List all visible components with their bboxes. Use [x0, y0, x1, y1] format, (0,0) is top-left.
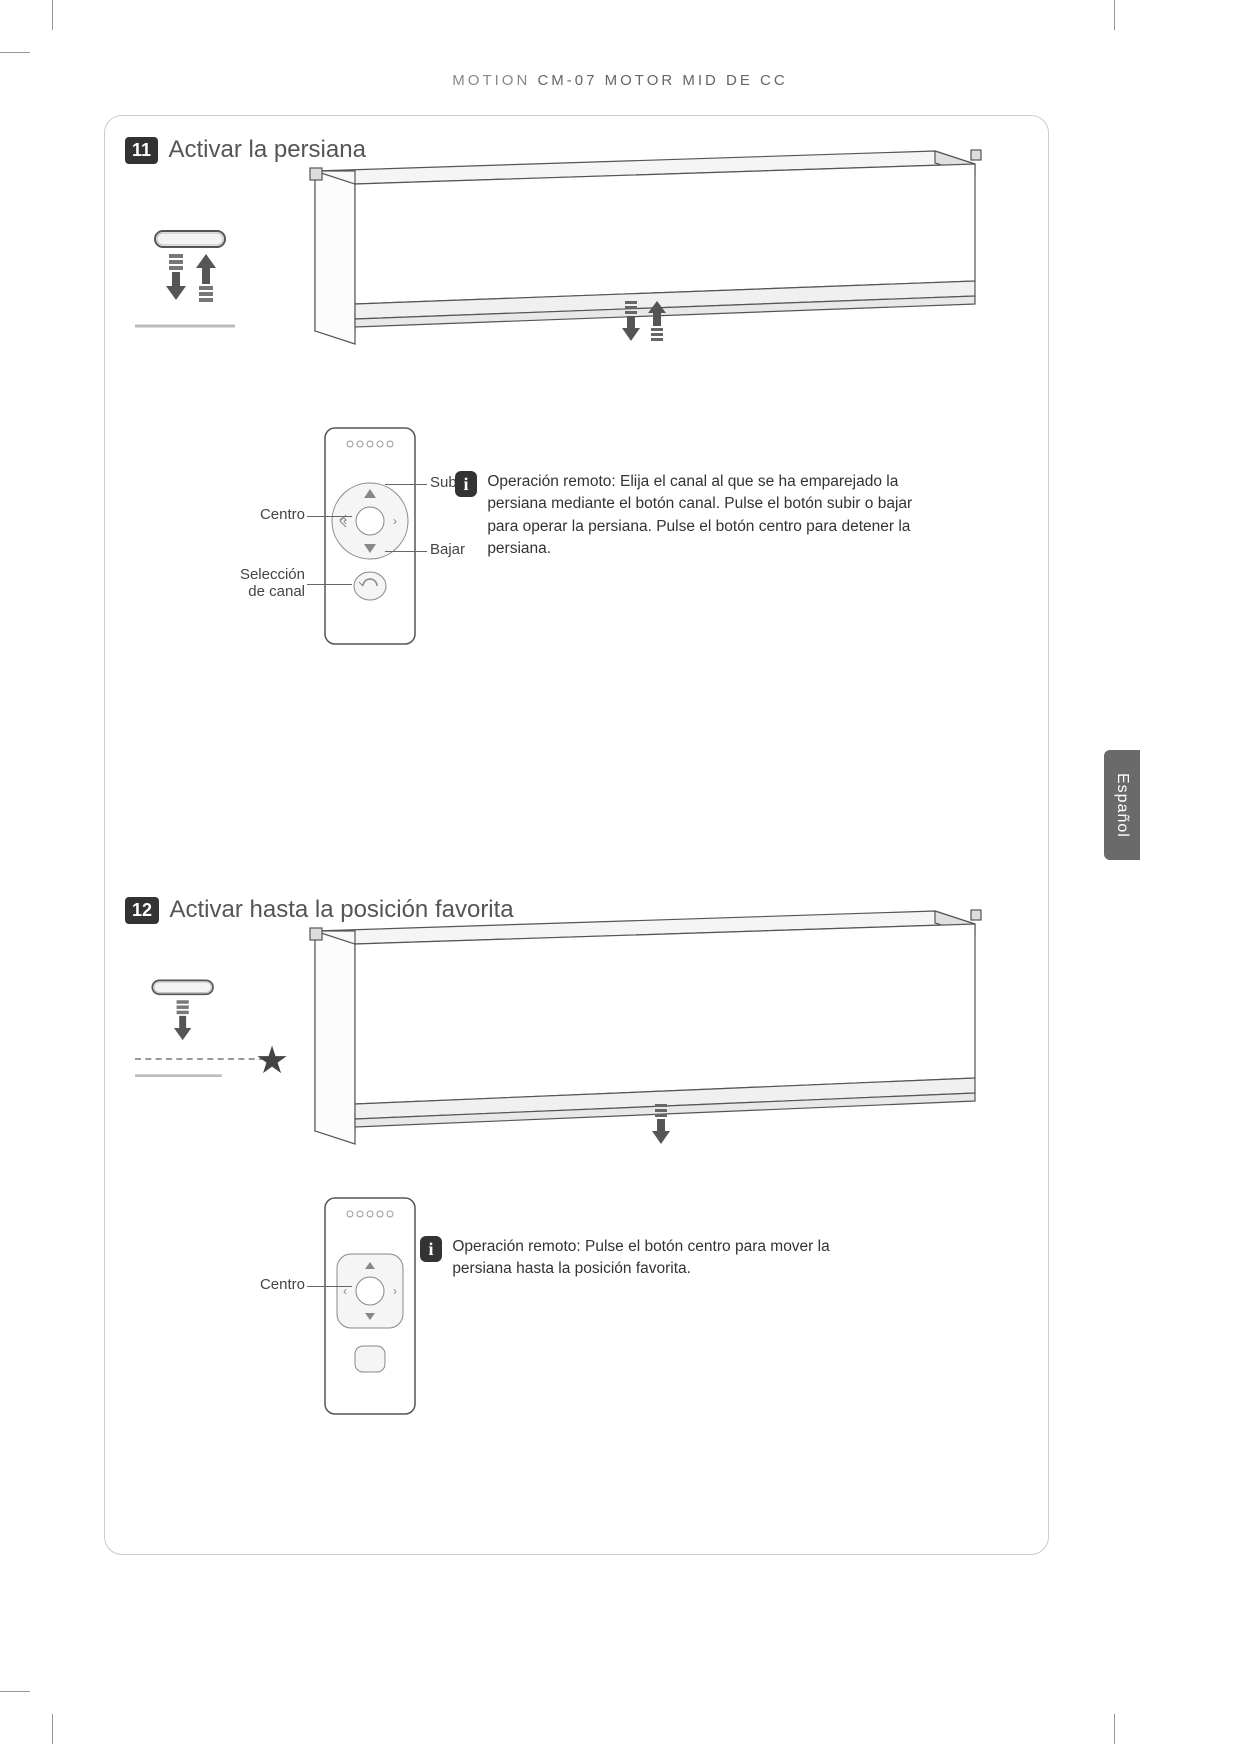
- remote-icon: ‹ ›: [315, 426, 425, 646]
- t: bajar: [878, 495, 912, 512]
- header-model: CM-07 MOTOR MID DE CC: [537, 72, 787, 89]
- page-header: MOTION CM-07 MOTOR MID DE CC: [0, 72, 1240, 89]
- step-badge-11: 11: [125, 137, 158, 164]
- label-line: [307, 584, 352, 585]
- remote-diagram-11: ‹ › Centro Subir Bajar Selección de cana…: [315, 426, 425, 651]
- step-badge-12: 12: [125, 897, 159, 924]
- small-illustration-12: ★: [135, 976, 265, 1102]
- blind-diagram-12: [285, 906, 985, 1176]
- crop-mark: [52, 0, 53, 30]
- jog-icon: [135, 226, 265, 346]
- info-title: Operación remoto:: [487, 473, 615, 490]
- info-box-12: i Operación remoto: Pulse el botón centr…: [420, 1236, 852, 1281]
- label-line: [307, 1286, 352, 1287]
- t: Pulse el botón: [581, 1238, 688, 1255]
- svg-text:›: ›: [393, 514, 397, 528]
- label-centro: Centro: [245, 506, 305, 523]
- crop-mark: [52, 1714, 53, 1744]
- crop-mark: [1114, 1714, 1115, 1744]
- t: centro: [759, 518, 802, 535]
- label-centro-12: Centro: [245, 1276, 305, 1293]
- page-frame: 11 Activar la persiana: [104, 115, 1049, 1555]
- star-icon: ★: [255, 1038, 289, 1083]
- t: o: [860, 495, 877, 512]
- info-icon: i: [455, 471, 477, 497]
- header-brand: MOTION: [452, 72, 530, 89]
- label-canal: Selección de canal: [230, 566, 305, 600]
- t: para operar la persiana. Pulse el botón: [487, 518, 758, 535]
- dashed-line: [135, 1058, 265, 1060]
- remote-icon: ‹ ›: [315, 1196, 425, 1416]
- info-box-11: i Operación remoto: Elija el canal al qu…: [455, 471, 917, 561]
- remote-diagram-12: ‹ › Centro: [315, 1196, 425, 1421]
- section-12: 12 Activar hasta la posición favorita ★: [125, 896, 1028, 924]
- info-icon: i: [420, 1236, 442, 1262]
- t: canal: [679, 495, 716, 512]
- label-line: [385, 484, 427, 485]
- info-text-12: Operación remoto: Pulse el botón centro …: [452, 1236, 852, 1281]
- label-line: [385, 551, 427, 552]
- favorite-pos-icon: [135, 976, 265, 1097]
- info-text-11: Operación remoto: Elija el canal al que …: [487, 471, 917, 561]
- section-11: 11 Activar la persiana: [125, 136, 1028, 164]
- info-title: Operación remoto:: [452, 1238, 580, 1255]
- blind-diagram-11: [285, 146, 985, 371]
- t: centro: [688, 1238, 731, 1255]
- crop-mark: [0, 1691, 30, 1692]
- language-tab: Español: [1104, 750, 1140, 860]
- crop-mark: [0, 52, 30, 53]
- crop-mark: [1114, 0, 1115, 30]
- label-line: [307, 516, 352, 517]
- t: . Pulse el botón: [716, 495, 827, 512]
- small-illustration-11: [135, 226, 265, 351]
- t: subir: [827, 495, 861, 512]
- svg-text:›: ›: [393, 1284, 397, 1298]
